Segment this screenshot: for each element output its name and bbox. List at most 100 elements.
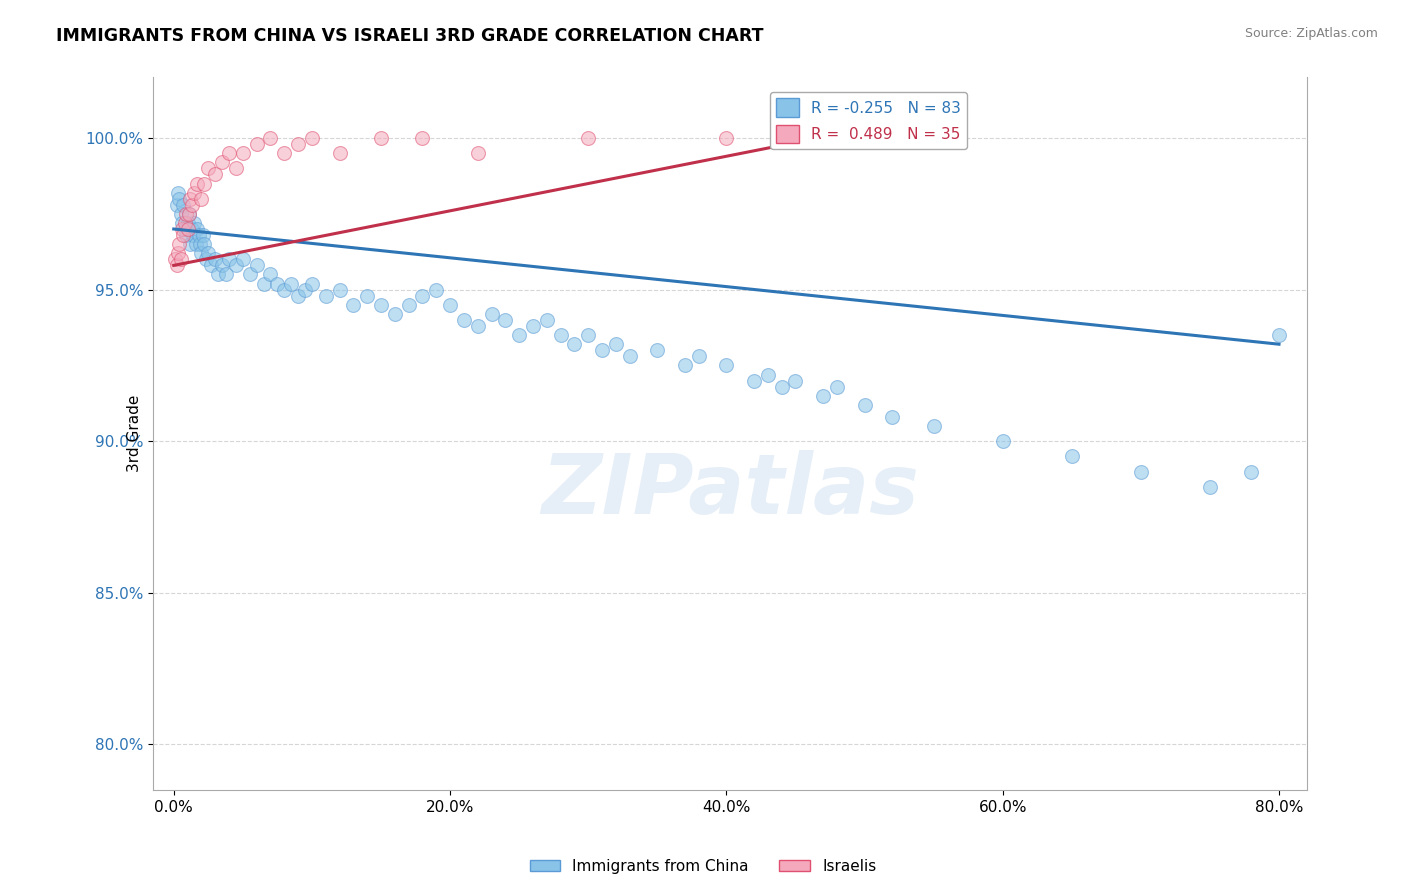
Point xyxy=(853,131,876,145)
Point xyxy=(165,252,187,267)
Point xyxy=(742,374,765,388)
Point xyxy=(246,259,269,273)
Point xyxy=(481,307,503,321)
Point xyxy=(494,313,516,327)
Point xyxy=(246,137,269,152)
Point xyxy=(194,252,217,267)
Point xyxy=(811,389,834,403)
Point xyxy=(411,289,433,303)
Point xyxy=(193,177,215,191)
Point xyxy=(853,398,876,412)
Legend: R = -0.255   N = 83, R =  0.489   N = 35: R = -0.255 N = 83, R = 0.489 N = 35 xyxy=(769,92,967,149)
Point xyxy=(169,237,191,252)
Point xyxy=(232,146,254,161)
Point xyxy=(186,222,208,236)
Point xyxy=(576,131,599,145)
Point xyxy=(619,349,641,363)
Point xyxy=(174,207,197,221)
Point xyxy=(1268,328,1291,343)
Point xyxy=(605,337,627,351)
Point xyxy=(1240,465,1263,479)
Point xyxy=(207,268,229,282)
Point xyxy=(167,186,190,200)
Point xyxy=(294,283,316,297)
Point xyxy=(170,222,193,236)
Point xyxy=(1060,450,1083,464)
Point xyxy=(259,268,281,282)
Point xyxy=(177,207,200,221)
Point xyxy=(882,409,904,424)
Point xyxy=(370,298,392,312)
Point xyxy=(356,289,378,303)
Point xyxy=(204,168,226,182)
Point xyxy=(187,228,209,243)
Point xyxy=(716,131,738,145)
Point xyxy=(770,379,793,393)
Point xyxy=(173,222,195,236)
Point xyxy=(1129,465,1152,479)
Point xyxy=(183,216,205,230)
Point xyxy=(180,198,202,212)
Point xyxy=(825,379,848,393)
Point xyxy=(174,228,197,243)
Point xyxy=(328,146,350,161)
Legend: Immigrants from China, Israelis: Immigrants from China, Israelis xyxy=(523,853,883,880)
Point xyxy=(211,155,233,169)
Point xyxy=(266,277,288,291)
Point xyxy=(181,228,204,243)
Point xyxy=(467,318,489,333)
Y-axis label: 3rd Grade: 3rd Grade xyxy=(127,395,142,473)
Point xyxy=(166,259,188,273)
Point xyxy=(191,228,214,243)
Point xyxy=(169,192,191,206)
Point xyxy=(176,216,198,230)
Point xyxy=(218,146,240,161)
Point xyxy=(280,277,302,291)
Point xyxy=(197,161,219,176)
Point xyxy=(315,289,337,303)
Point xyxy=(193,237,215,252)
Point xyxy=(991,434,1014,449)
Point xyxy=(204,252,226,267)
Point xyxy=(200,259,222,273)
Point xyxy=(177,207,200,221)
Point xyxy=(453,313,475,327)
Point xyxy=(301,277,323,291)
Point xyxy=(172,198,194,212)
Point xyxy=(166,198,188,212)
Point xyxy=(411,131,433,145)
Point xyxy=(225,259,247,273)
Point xyxy=(688,349,710,363)
Point xyxy=(398,298,420,312)
Point xyxy=(467,146,489,161)
Point xyxy=(239,268,262,282)
Point xyxy=(197,246,219,260)
Point xyxy=(172,228,194,243)
Point xyxy=(716,359,738,373)
Point xyxy=(550,328,572,343)
Point xyxy=(425,283,447,297)
Point xyxy=(287,137,309,152)
Point xyxy=(301,131,323,145)
Point xyxy=(176,222,198,236)
Point xyxy=(180,222,202,236)
Point xyxy=(756,368,779,382)
Point xyxy=(218,252,240,267)
Point xyxy=(384,307,406,321)
Point xyxy=(179,192,201,206)
Point xyxy=(167,246,190,260)
Point xyxy=(645,343,668,358)
Point xyxy=(536,313,558,327)
Point xyxy=(273,146,295,161)
Point xyxy=(328,283,350,297)
Text: Source: ZipAtlas.com: Source: ZipAtlas.com xyxy=(1244,27,1378,40)
Point xyxy=(211,259,233,273)
Point xyxy=(273,283,295,297)
Point xyxy=(190,192,212,206)
Point xyxy=(591,343,613,358)
Point xyxy=(184,237,207,252)
Point xyxy=(232,252,254,267)
Point xyxy=(215,268,238,282)
Point xyxy=(169,207,191,221)
Point xyxy=(170,216,193,230)
